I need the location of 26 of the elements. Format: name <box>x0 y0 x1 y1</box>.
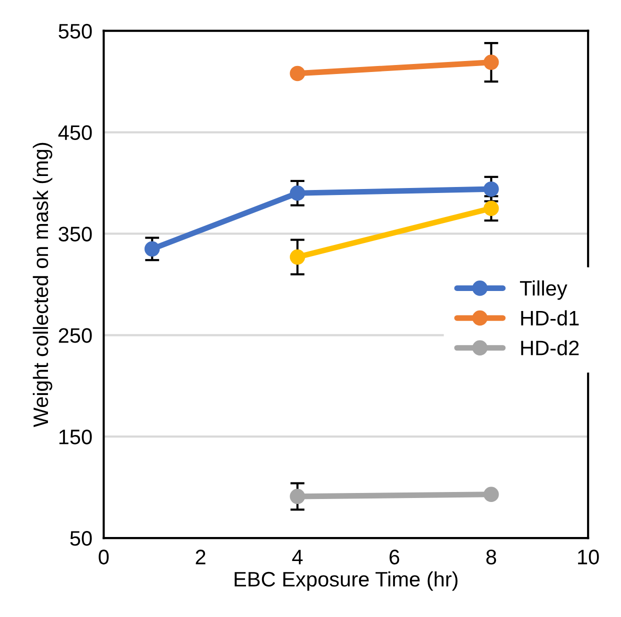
x-tick-label: 4 <box>292 550 303 564</box>
point <box>484 200 499 216</box>
y-tick-label: 350 <box>58 226 92 242</box>
y-tick-label: 250 <box>58 328 92 343</box>
x-tick-label: 6 <box>390 550 400 564</box>
legend-label: Tilley <box>520 280 568 300</box>
point <box>144 241 160 257</box>
y-tick-label: 550 <box>58 24 92 39</box>
x-tick-label: 10 <box>578 550 599 564</box>
point <box>290 66 306 82</box>
y-axis-title: Weight collected on mask (mg) <box>32 142 52 428</box>
point <box>484 181 499 197</box>
x-tick-label: 2 <box>196 550 206 564</box>
legend-label: HD-d1 <box>521 310 579 326</box>
x-tick-label: 8 <box>486 550 496 564</box>
point <box>290 249 306 265</box>
legend-label: HD-d2 <box>521 340 579 356</box>
y-tick-label: 50 <box>70 531 92 546</box>
point <box>484 486 499 502</box>
point <box>290 186 306 201</box>
point <box>290 488 306 504</box>
y-tick-label: 450 <box>58 125 92 140</box>
point <box>484 54 499 70</box>
y-tick-label: 150 <box>59 430 92 444</box>
x-tick-label: 0 <box>98 550 109 564</box>
x-axis-title: EBC Exposure Time (hr) <box>234 571 458 591</box>
